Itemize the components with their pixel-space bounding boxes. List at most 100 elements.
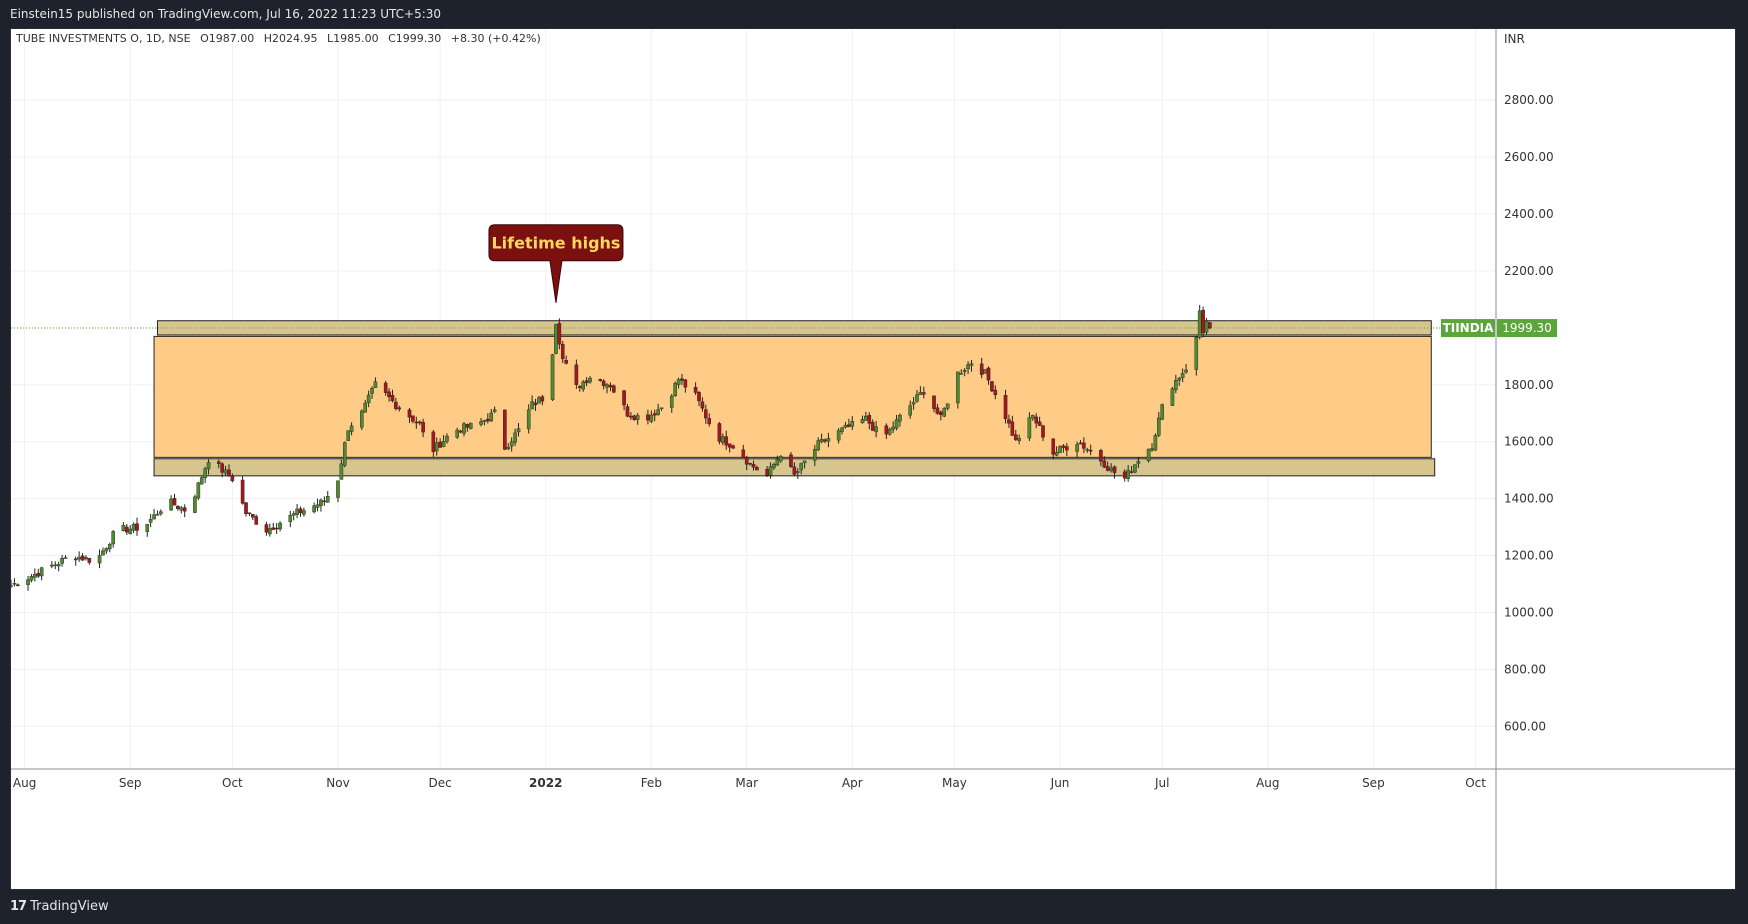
- candle-body: [608, 384, 613, 388]
- price-chart[interactable]: Lifetime highs INR 2800.00 2600.00 2400.00…: [9, 29, 1735, 889]
- time-scale[interactable]: Aug Sep Oct Nov Dec 2022 Feb Mar Apr May Jun Jul Aug…: [13, 776, 1486, 790]
- price-tick-label: 600.00: [1504, 719, 1546, 733]
- candle-body: [789, 454, 793, 467]
- chart-panel[interactable]: Lifetime highs INR 2800.00 2600.00 2400.00…: [9, 28, 1736, 890]
- candle-body: [193, 496, 197, 513]
- candle-body: [1150, 448, 1154, 451]
- candle-body: [155, 514, 160, 516]
- candle-body: [533, 402, 538, 406]
- candle-body: [778, 456, 783, 462]
- candle-body: [509, 441, 514, 447]
- candle-body: [87, 557, 92, 563]
- candle-body: [864, 415, 868, 421]
- candle-body: [455, 429, 459, 438]
- time-tick-label: Mar: [735, 776, 758, 790]
- tradingview-logo[interactable]: 17 TradingView: [10, 890, 109, 924]
- legend-low: L1985.00: [327, 32, 379, 45]
- symbol-legend: TUBE INVESTMENTS O, 1D, NSE O1987.00 H20…: [15, 32, 541, 45]
- time-tick-label: 2022: [529, 776, 562, 790]
- candle-body: [860, 419, 865, 424]
- candle-body: [411, 415, 415, 422]
- last-price-badge-text: 1999.30: [1502, 321, 1552, 335]
- callout-label: Lifetime highs: [491, 234, 620, 253]
- time-tick-label: May: [942, 776, 967, 790]
- candle-body: [1112, 466, 1117, 473]
- candle-body: [564, 360, 568, 364]
- candle-body: [121, 524, 126, 532]
- candle-body: [683, 379, 688, 388]
- legend-symbol: TUBE INVESTMENTS O, 1D, NSE: [15, 32, 191, 45]
- candle-body: [819, 439, 824, 443]
- candle-body: [1065, 446, 1069, 451]
- candle-body: [1184, 369, 1188, 373]
- candle-body: [1126, 470, 1130, 479]
- candle-body: [9, 585, 13, 587]
- candle-body: [1054, 451, 1059, 456]
- legend-open: O1987.00: [200, 32, 254, 45]
- candle-body: [693, 387, 698, 393]
- candle-body: [649, 414, 654, 422]
- candle-body: [823, 439, 827, 442]
- candle-body: [935, 407, 940, 414]
- candle-body: [1085, 449, 1090, 451]
- candle-body: [1180, 373, 1185, 379]
- candle-body: [584, 380, 589, 384]
- candle-body: [1160, 404, 1165, 420]
- candle-body: [227, 469, 231, 477]
- candle-body: [741, 449, 746, 458]
- candle-body: [629, 415, 633, 418]
- time-tick-label: Oct: [222, 776, 243, 790]
- candle-body: [945, 403, 950, 409]
- candle-body: [956, 371, 960, 404]
- candle-body: [492, 409, 497, 412]
- candle-body: [414, 421, 419, 424]
- candle-body: [843, 424, 848, 428]
- price-scale[interactable]: INR 2800.00 2600.00 2400.00 2200.00 1800.00 1…: [1504, 32, 1554, 733]
- candle-body: [172, 498, 177, 506]
- candle-body: [203, 468, 207, 479]
- candle-body: [244, 502, 248, 514]
- candle-body: [697, 392, 701, 402]
- candle-body: [959, 373, 964, 375]
- candle-body: [268, 528, 272, 535]
- candle-body: [397, 407, 402, 410]
- candle-body: [251, 514, 255, 518]
- candle-body: [77, 556, 81, 560]
- candle-body: [486, 418, 490, 422]
- candle-body: [560, 344, 565, 360]
- candle-body: [360, 410, 364, 428]
- callout-bubble: [488, 224, 624, 303]
- candle-body: [148, 519, 153, 523]
- candle-body: [554, 324, 558, 354]
- candle-body: [1027, 417, 1032, 439]
- candle-body: [131, 524, 136, 531]
- time-tick-label: Nov: [326, 776, 349, 790]
- candle-body: [704, 409, 708, 419]
- candle-body: [26, 579, 30, 585]
- candle-body: [816, 440, 821, 451]
- candle-body: [646, 414, 650, 421]
- candle-body: [598, 379, 603, 381]
- legend-high: H2024.95: [264, 32, 318, 45]
- candle-body: [874, 426, 878, 433]
- candle-body: [659, 407, 664, 409]
- candle-body: [921, 392, 926, 395]
- candle-body: [932, 395, 936, 409]
- candle-body: [489, 412, 494, 422]
- candle-body: [438, 441, 442, 448]
- candle-body: [581, 381, 586, 390]
- ticker-badge: [1441, 319, 1495, 338]
- candle-body: [73, 558, 78, 561]
- candle-body: [145, 523, 150, 532]
- candle-body: [612, 385, 616, 393]
- candle-body: [302, 510, 306, 515]
- candle-body: [387, 391, 391, 398]
- candle-body: [417, 421, 422, 424]
- candle-body: [652, 413, 657, 416]
- candle-body: [264, 524, 269, 533]
- candle-body: [176, 505, 180, 509]
- candle-body: [966, 364, 970, 370]
- candle-body: [1170, 388, 1175, 406]
- candle-body: [557, 323, 562, 345]
- candle-body: [768, 466, 773, 476]
